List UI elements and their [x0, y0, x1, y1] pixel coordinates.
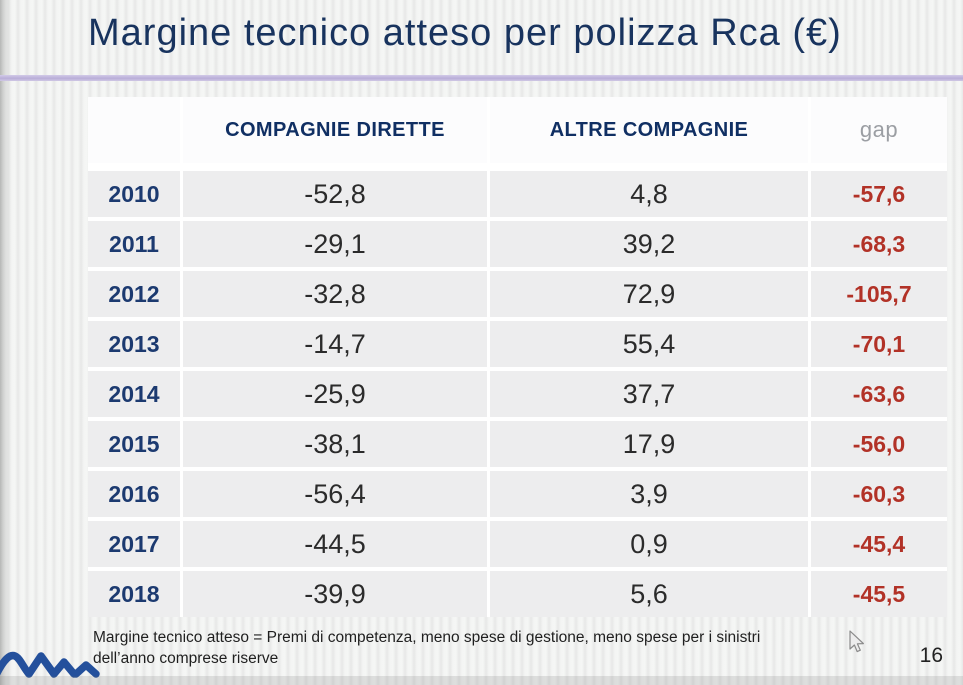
dirette-cell: -14,7 [183, 321, 487, 367]
year-cell: 2014 [88, 371, 180, 417]
header-altre-compagnie: ALTRE COMPAGNIE [490, 97, 808, 163]
dirette-cell: -56,4 [183, 471, 487, 517]
altre-cell: 3,9 [490, 471, 808, 517]
table-row: 2014 -25,9 37,7 -63,6 [88, 371, 947, 417]
year-cell: 2011 [88, 221, 180, 267]
gap-cell: -45,5 [811, 571, 947, 617]
slide-title: Margine tecnico atteso per polizza Rca (… [88, 12, 842, 54]
table-row: 2015 -38,1 17,9 -56,0 [88, 421, 947, 467]
page-number: 16 [919, 644, 943, 667]
gap-cell: -57,6 [811, 171, 947, 217]
table-row: 2013 -14,7 55,4 -70,1 [88, 321, 947, 367]
altre-cell: 17,9 [490, 421, 808, 467]
header-year-cell [88, 97, 180, 163]
table-body: 2010 -52,8 4,8 -57,6 2011 -29,1 39,2 -68… [88, 171, 947, 617]
table-row: 2018 -39,9 5,6 -45,5 [88, 571, 947, 617]
gap-cell: -56,0 [811, 421, 947, 467]
year-cell: 2017 [88, 521, 180, 567]
dirette-cell: -52,8 [183, 171, 487, 217]
altre-cell: 37,7 [490, 371, 808, 417]
table-row: 2011 -29,1 39,2 -68,3 [88, 221, 947, 267]
table-row: 2010 -52,8 4,8 -57,6 [88, 171, 947, 217]
footnote-line2: dell’anno comprese riserve [93, 650, 279, 668]
dirette-cell: -32,8 [183, 271, 487, 317]
left-edge-shade [0, 0, 10, 685]
altre-cell: 55,4 [490, 321, 808, 367]
dirette-cell: -38,1 [183, 421, 487, 467]
footnote: Margine tecnico atteso = Premi di compet… [93, 627, 923, 670]
gap-cell: -70,1 [811, 321, 947, 367]
altre-cell: 0,9 [490, 521, 808, 567]
gap-cell: -60,3 [811, 471, 947, 517]
year-cell: 2018 [88, 571, 180, 617]
table-row: 2017 -44,5 0,9 -45,4 [88, 521, 947, 567]
altre-cell: 5,6 [490, 571, 808, 617]
year-cell: 2010 [88, 171, 180, 217]
year-cell: 2016 [88, 471, 180, 517]
bottom-edge-shade [0, 676, 963, 685]
dirette-cell: -44,5 [183, 521, 487, 567]
header-gap: gap [811, 97, 947, 163]
gap-cell: -45,4 [811, 521, 947, 567]
altre-cell: 39,2 [490, 221, 808, 267]
altre-cell: 72,9 [490, 271, 808, 317]
table-row: 2016 -56,4 3,9 -60,3 [88, 471, 947, 517]
table-row: 2012 -32,8 72,9 -105,7 [88, 271, 947, 317]
gap-cell: -63,6 [811, 371, 947, 417]
table-header-row: COMPAGNIE DIRETTE ALTRE COMPAGNIE gap [88, 97, 947, 163]
altre-cell: 4,8 [490, 171, 808, 217]
year-cell: 2013 [88, 321, 180, 367]
margin-table: COMPAGNIE DIRETTE ALTRE COMPAGNIE gap 20… [88, 97, 947, 617]
dirette-cell: -29,1 [183, 221, 487, 267]
gap-cell: -105,7 [811, 271, 947, 317]
year-cell: 2012 [88, 271, 180, 317]
wave-zigzag-logo-icon [0, 651, 100, 678]
dirette-cell: -39,9 [183, 571, 487, 617]
title-accent-line [0, 75, 963, 81]
year-cell: 2015 [88, 421, 180, 467]
dirette-cell: -25,9 [183, 371, 487, 417]
header-compagnie-dirette: COMPAGNIE DIRETTE [183, 97, 487, 163]
gap-cell: -68,3 [811, 221, 947, 267]
footnote-line1: Margine tecnico atteso = Premi di compet… [93, 629, 761, 646]
